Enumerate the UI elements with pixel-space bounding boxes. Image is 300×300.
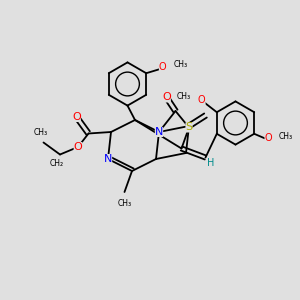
Text: CH₃: CH₃ (33, 128, 48, 137)
Text: H: H (207, 158, 214, 168)
Text: CH₃: CH₃ (117, 199, 132, 208)
Text: O: O (159, 62, 166, 72)
Text: O: O (265, 133, 272, 143)
Text: CH₃: CH₃ (174, 60, 188, 69)
Text: O: O (72, 112, 81, 122)
Text: S: S (185, 122, 193, 133)
Text: CH₃: CH₃ (278, 132, 292, 141)
Text: CH₂: CH₂ (50, 159, 64, 168)
Text: CH₃: CH₃ (177, 92, 191, 101)
Text: N: N (104, 154, 112, 164)
Text: O: O (162, 92, 171, 103)
Text: N: N (155, 127, 163, 137)
Text: O: O (198, 95, 206, 105)
Text: O: O (74, 142, 82, 152)
